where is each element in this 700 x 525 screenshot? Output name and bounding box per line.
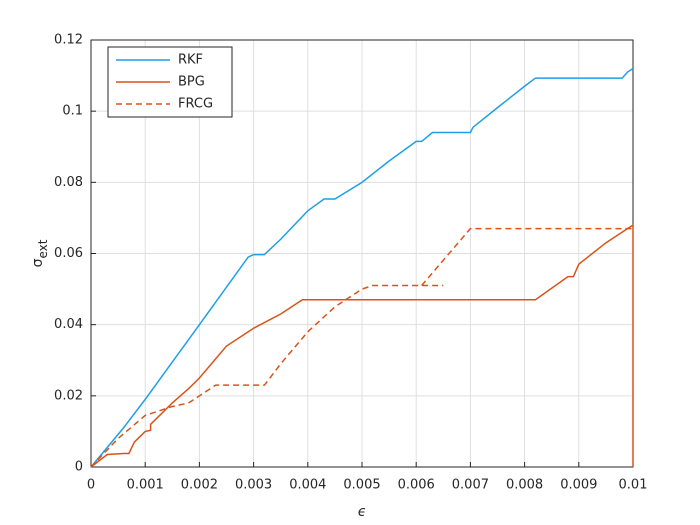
x-tick-label: 0.002 xyxy=(181,478,218,493)
series-line xyxy=(90,227,633,468)
series-line xyxy=(90,223,634,468)
y-tick-label: 0.06 xyxy=(54,246,83,261)
x-tick-label: 0.01 xyxy=(619,478,648,493)
x-tick-label: 0.004 xyxy=(289,478,326,493)
x-tick-label: 0.009 xyxy=(560,478,597,493)
x-tick-label: 0.005 xyxy=(343,478,380,493)
x-tick-label: 0.006 xyxy=(398,478,435,493)
series-line xyxy=(90,67,634,468)
y-axis-symbol: σ xyxy=(30,258,46,267)
x-tick-label: 0 xyxy=(87,478,95,493)
y-tick-label: 0.04 xyxy=(54,317,83,332)
y-tick-label: 0.12 xyxy=(54,33,83,48)
y-axis-subscript: ext xyxy=(36,239,50,258)
y-axis-label: σext xyxy=(30,239,50,267)
legend-label: BPG xyxy=(178,75,205,90)
y-tick-label: 0.08 xyxy=(54,175,83,190)
x-tick-label: 0.001 xyxy=(127,478,164,493)
legend: RKF BPG FRCG xyxy=(107,46,233,118)
legend-label: RKF xyxy=(178,53,203,68)
legend-label: FRCG xyxy=(178,97,213,112)
x-tick-label: 0.007 xyxy=(452,478,489,493)
y-tick-label: 0.1 xyxy=(62,104,83,119)
x-axis-label: ϵ xyxy=(358,504,367,520)
y-tick-label: 0.02 xyxy=(54,388,83,403)
y-tick-label: 0 xyxy=(75,460,83,475)
x-tick-label: 0.003 xyxy=(235,478,272,493)
x-tick-label: 0.008 xyxy=(506,478,543,493)
